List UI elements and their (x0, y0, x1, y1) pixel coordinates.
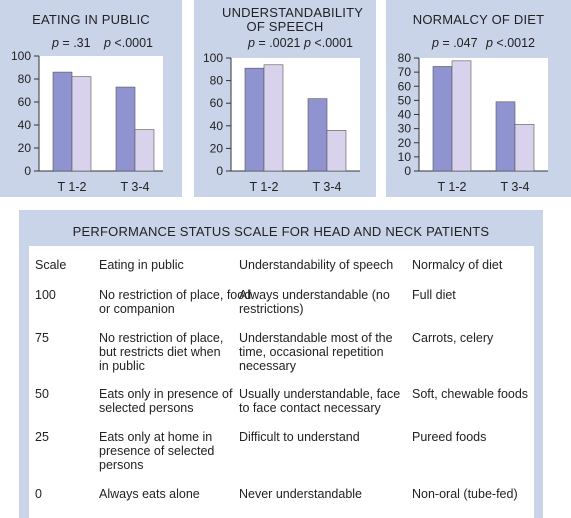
header-eating: Eating in public (99, 258, 184, 272)
bar-T1-2-s0 (52, 71, 73, 172)
bar-T3-4-s0 (307, 98, 328, 172)
bar-T3-4-s1 (514, 124, 535, 172)
row-100-scale: 100 (35, 288, 56, 302)
row-100-diet: Full diet (412, 288, 456, 302)
bar-T1-2-s0 (244, 67, 265, 172)
performance-status-table-panel: PERFORMANCE STATUS SCALE FOR HEAD AND NE… (19, 210, 543, 518)
row-25-eating: Eats only at home in presence of selecte… (99, 430, 215, 472)
y-tick-label: 40 (210, 119, 224, 133)
chart-title: UNDERSTANDABILITY OF SPEECH (222, 5, 364, 34)
y-tick-label: 20 (18, 141, 32, 155)
y-tick-label: 80 (398, 51, 412, 65)
y-tick-label: 80 (18, 72, 32, 86)
y-tick-label: 40 (398, 108, 412, 122)
p-value-t34: p <.0012 (486, 36, 536, 50)
p-value-t34: p <.0001 (304, 36, 354, 50)
x-tick-label: T 1-2 (438, 180, 467, 194)
header-diet: Normalcy of diet (412, 258, 503, 272)
y-tick-label: 100 (203, 51, 223, 65)
y-tick-label: 80 (210, 74, 224, 88)
p-value-t12: p = .047 (432, 36, 478, 50)
y-tick-label: 40 (18, 118, 32, 132)
y-tick-label: 50 (398, 93, 412, 107)
performance-status-table: Scale Eating in public Understandability… (29, 246, 534, 518)
y-tick-label: 100 (11, 49, 31, 63)
bar-T1-2-s1 (263, 64, 284, 172)
y-tick-label: 60 (18, 95, 32, 109)
x-tick-label: T 3-4 (121, 180, 150, 194)
bar-T3-4-s0 (495, 101, 516, 172)
chart-title: EATING IN PUBLIC (32, 12, 150, 27)
bar-T1-2-s0 (432, 66, 453, 172)
y-tick-label: 0 (24, 164, 31, 178)
row-0-diet: Non-oral (tube-fed) (412, 487, 518, 501)
row-50-diet: Soft, chewable foods (412, 387, 529, 401)
row-25-scale: 25 (35, 430, 49, 444)
x-tick-label: T 1-2 (250, 180, 279, 194)
row-100-speech: Always understandable (no restrictions) (239, 288, 390, 316)
table-title: PERFORMANCE STATUS SCALE FOR HEAD AND NE… (72, 224, 490, 239)
y-tick-label: 60 (398, 79, 412, 93)
chart-panel-diet: NORMALCY OF DIET p = .047 p <.0012 0 10 20… (386, 0, 571, 197)
row-25-diet: Pureed foods (412, 430, 487, 444)
x-tick-label: T 1-2 (58, 180, 87, 194)
row-0-eating: Always eats alone (99, 487, 200, 501)
x-tick-label: T 3-4 (313, 180, 342, 194)
y-tick-label: 60 (210, 96, 224, 110)
row-75-speech: Understandable most of the time, occasio… (239, 331, 393, 373)
bar-T3-4-s0 (115, 86, 136, 172)
header-speech: Understandability of speech (239, 258, 394, 272)
bar-T3-4-s1 (134, 129, 155, 172)
y-tick-label: 20 (398, 136, 412, 150)
row-0-scale: 0 (35, 487, 42, 501)
p-value-t12: p = .0021 (248, 36, 301, 50)
bar-chart-speech: 0 20 40 60 80 100 T 1-2 T 3-4 (203, 51, 360, 194)
chart-title: NORMALCY OF DIET (412, 12, 545, 27)
row-75-eating: No restriction of place, but restricts d… (99, 331, 224, 373)
bar-T3-4-s1 (326, 130, 347, 172)
chart-panel-eating: EATING IN PUBLIC p = .31 p <.0001 0 20 40 6… (0, 0, 182, 197)
row-25-speech: Difficult to understand (239, 430, 360, 444)
y-tick-label: 30 (398, 122, 412, 136)
bar-T1-2-s1 (451, 60, 472, 172)
p-value-t34: p <.0001 (104, 36, 154, 50)
y-tick-label: 0 (404, 164, 411, 178)
row-75-scale: 75 (35, 331, 49, 345)
header-scale: Scale (35, 258, 67, 272)
y-tick-label: 70 (398, 65, 412, 79)
row-100-eating: No restriction of place, food or compani… (99, 288, 252, 316)
bar-chart-eating: 0 20 40 60 80 100 T 1-2 T 3-4 (11, 49, 163, 194)
chart-panel-speech: UNDERSTANDABILITY OF SPEECH p = .0021 p … (194, 0, 376, 197)
bar-T1-2-s1 (71, 76, 92, 172)
p-value-t12: p = .31 (52, 36, 91, 50)
y-tick-label: 20 (210, 141, 224, 155)
x-tick-label: T 3-4 (501, 180, 530, 194)
row-75-diet: Carrots, celery (412, 331, 494, 345)
y-tick-label: 10 (398, 150, 412, 164)
row-50-eating: Eats only in presence of selected person… (99, 387, 233, 415)
y-tick-label: 0 (216, 164, 223, 178)
row-0-speech: Never understandable (239, 487, 362, 501)
row-50-scale: 50 (35, 387, 49, 401)
row-50-speech: Usually understandable, face to face con… (239, 387, 401, 415)
